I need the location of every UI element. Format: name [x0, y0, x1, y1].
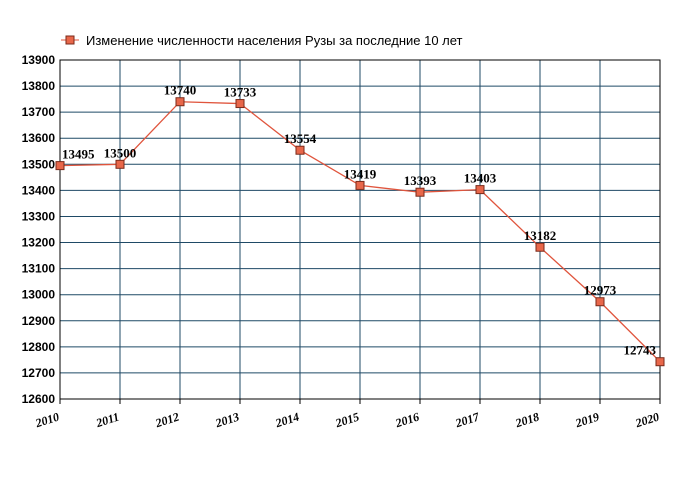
y-tick-label: 13700: [22, 105, 56, 119]
x-tick-label: 2017: [453, 409, 482, 430]
x-tick-label: 2014: [273, 410, 301, 431]
y-tick-label: 13800: [22, 79, 56, 93]
y-tick-label: 13000: [22, 288, 56, 302]
data-label: 13495: [62, 147, 95, 162]
axes: 12600 12700 12800 12900 13000 13100 13200 13300…: [22, 53, 661, 431]
data-label: 13419: [344, 166, 377, 181]
y-tick-label: 13600: [22, 131, 56, 145]
data-point: [475, 185, 485, 195]
y-tick-label: 12600: [22, 392, 56, 406]
x-tick-label: 2019: [573, 410, 601, 431]
data-point: [535, 242, 545, 252]
data-label: 13403: [464, 171, 497, 186]
x-tick-label: 2010: [33, 410, 61, 431]
legend-marker: [65, 35, 75, 45]
data-label: 13733: [224, 85, 257, 100]
x-tick-label: 2011: [93, 410, 120, 431]
y-tick-label: 12900: [22, 314, 56, 328]
y-tick-label: 12800: [22, 340, 56, 354]
data-point: [175, 97, 185, 107]
data-label: 13500: [104, 145, 137, 160]
data-label: 13740: [164, 83, 197, 98]
legend-label: Изменение численности населения Рузы за …: [86, 33, 463, 48]
x-tick-label: 2016: [393, 410, 421, 431]
y-tick-label: 13400: [22, 183, 56, 197]
y-tick-label: 13500: [22, 157, 56, 171]
data-point: [295, 145, 305, 155]
data-label: 13182: [524, 228, 557, 243]
data-point: [235, 99, 245, 109]
y-tick-label: 13100: [22, 262, 56, 276]
data-label: 13393: [404, 173, 437, 188]
plot-frame: [59, 59, 661, 400]
data-label: 12743: [624, 343, 657, 358]
data-labels: 13495 13500 13740 13733 13554 13419 13393 13403…: [62, 83, 657, 358]
legend: Изменение численности населения Рузы за …: [61, 33, 463, 48]
data-point: [415, 187, 425, 197]
y-tick-label: 12700: [22, 366, 56, 380]
x-tick-label: 2012: [153, 410, 181, 431]
data-point: [655, 357, 665, 367]
series: [55, 97, 665, 367]
data-point: [595, 297, 605, 307]
x-tick-label: 2018: [513, 410, 541, 431]
data-point: [115, 159, 125, 169]
grid: [59, 59, 661, 400]
x-tick-label: 2015: [333, 410, 361, 431]
data-point: [355, 180, 365, 190]
x-tick-label: 2020: [633, 410, 661, 431]
data-label: 13554: [284, 131, 317, 146]
data-label: 12973: [584, 283, 617, 298]
y-tick-label: 13300: [22, 209, 56, 223]
y-tick-label: 13900: [22, 53, 56, 67]
x-tick-label: 2013: [213, 410, 241, 431]
y-tick-label: 13200: [22, 236, 56, 250]
data-point: [55, 161, 65, 171]
